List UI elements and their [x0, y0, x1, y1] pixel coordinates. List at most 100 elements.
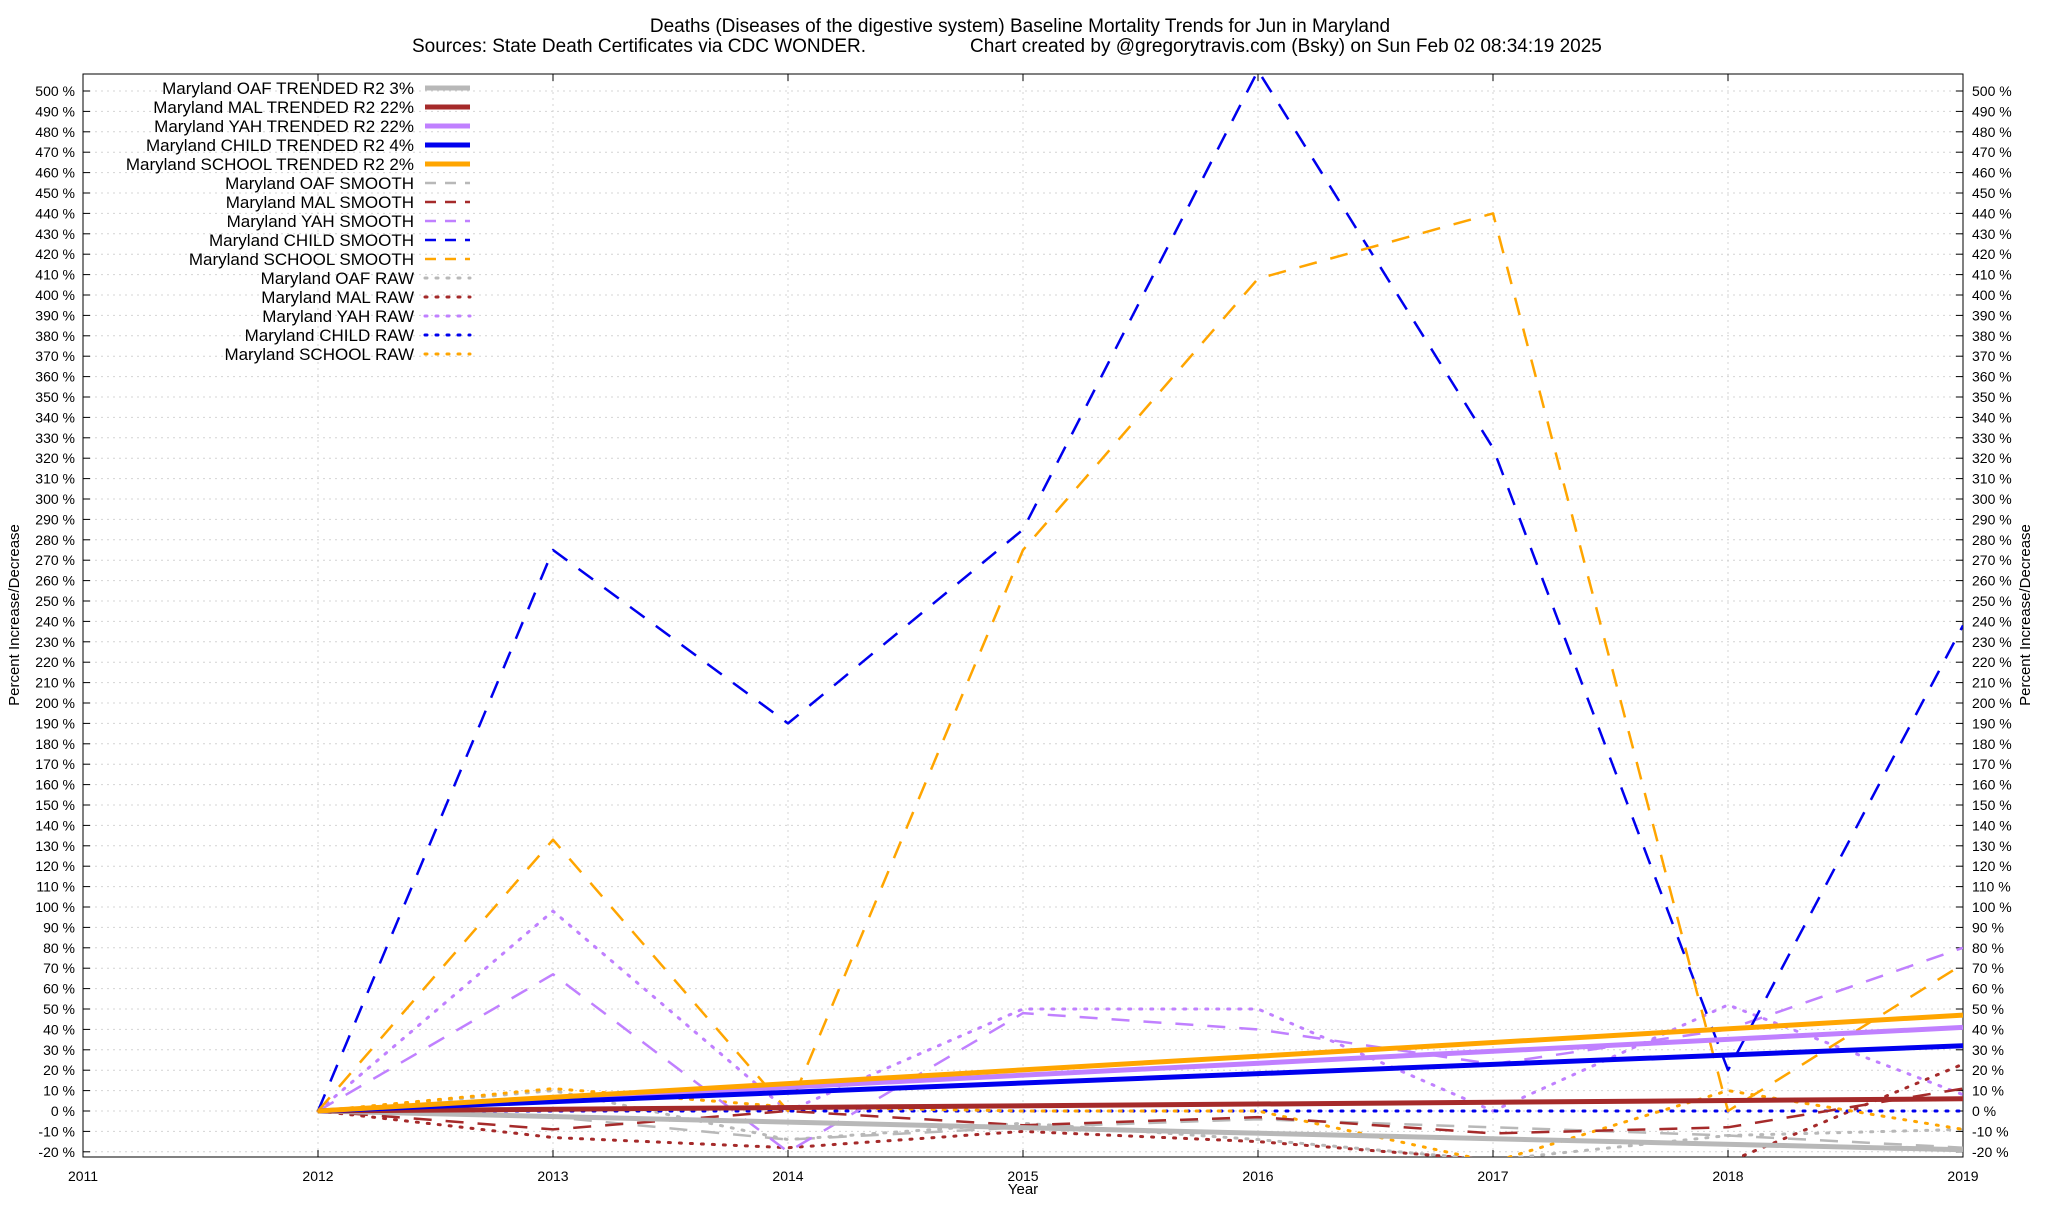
y-tick-label-right: 50 %	[1972, 1001, 2004, 1017]
y-tick-label-left: 450 %	[35, 185, 75, 201]
y-tick-label-left: 40 %	[43, 1021, 75, 1037]
y-tick-label-left: 280 %	[35, 532, 75, 548]
y-tick-label-left: 20 %	[43, 1062, 75, 1078]
legend-label: Maryland SCHOOL RAW	[224, 345, 414, 364]
y-tick-label-right: 30 %	[1972, 1042, 2004, 1058]
y-tick-label-left: -20 %	[38, 1144, 75, 1160]
y-tick-label-right: 210 %	[1972, 675, 2012, 691]
y-tick-label-left: 180 %	[35, 736, 75, 752]
y-tick-label-right: 300 %	[1972, 491, 2012, 507]
y-tick-label-right: 260 %	[1972, 573, 2012, 589]
y-tick-label-right: 60 %	[1972, 981, 2004, 997]
y-tick-label-right: 180 %	[1972, 736, 2012, 752]
maryland-mal-trended-r2-line	[317, 1096, 1963, 1114]
y-tick-label-left: 100 %	[35, 899, 75, 915]
y-tick-label-right: 500 %	[1972, 83, 2012, 99]
y-tick-label-left: 500 %	[35, 83, 75, 99]
y-tick-label-left: 420 %	[35, 246, 75, 262]
y-tick-label-right: 80 %	[1972, 940, 2004, 956]
y-tick-label-right: 140 %	[1972, 817, 2012, 833]
maryland-child-smooth-line	[316, 74, 1963, 1112]
legend-label: Maryland OAF SMOOTH	[225, 174, 414, 193]
y-tick-label-right: 350 %	[1972, 389, 2012, 405]
chart-title: Deaths (Diseases of the digestive system…	[650, 16, 1390, 37]
y-tick-label-left: 460 %	[35, 165, 75, 181]
chart-source: Sources: State Death Certificates via CD…	[412, 36, 866, 57]
y-tick-label-right: 70 %	[1972, 960, 2004, 976]
y-tick-label-left: 110 %	[36, 879, 75, 895]
x-tick-label: 2017	[1477, 1168, 1508, 1184]
legend-label: Maryland CHILD RAW	[245, 326, 414, 345]
y-tick-label-left: 400 %	[35, 287, 75, 303]
chart-credit: Chart created by @gregorytravis.com (Bsk…	[970, 36, 1602, 57]
y-tick-label-right: 110 %	[1972, 879, 2011, 895]
y-tick-label-right: 390 %	[1972, 307, 2012, 323]
y-tick-label-right: 490 %	[1972, 103, 2012, 119]
y-tick-label-right: 280 %	[1972, 532, 2012, 548]
y-tick-label-left: 340 %	[35, 409, 75, 425]
legend-label: Maryland MAL RAW	[261, 288, 414, 307]
y-tick-label-right: 380 %	[1972, 328, 2012, 344]
y-tick-label-left: 300 %	[35, 491, 75, 507]
y-tick-label-right: 200 %	[1972, 695, 2012, 711]
y-tick-label-right: 330 %	[1972, 430, 2012, 446]
y-tick-label-left: 160 %	[35, 777, 75, 793]
legend-label: Maryland MAL SMOOTH	[226, 193, 414, 212]
maryland-school-trended-r2-line	[317, 1012, 1963, 1114]
y-tick-label-right: 430 %	[1972, 226, 2012, 242]
y-tick-label-left: 330 %	[35, 430, 75, 446]
x-tick-label: 2018	[1712, 1168, 1743, 1184]
y-tick-label-right: 420 %	[1972, 246, 2012, 262]
axis-ticks: -20 % -20 % -10 % -10 % 0 % 0 % 10 % 10 % 20 % 20…	[35, 74, 2012, 1184]
y-tick-label-left: 210 %	[35, 675, 75, 691]
y-tick-label-left: 230 %	[35, 634, 75, 650]
y-tick-label-left: 150 %	[35, 797, 75, 813]
y-tick-label-right: 290 %	[1972, 511, 2012, 527]
y-tick-label-left: 360 %	[35, 369, 75, 385]
y-tick-label-right: 460 %	[1972, 165, 2012, 181]
y-tick-label-right: 360 %	[1972, 369, 2012, 385]
y-tick-label-left: 320 %	[35, 450, 75, 466]
y-tick-label-right: 100 %	[1972, 899, 2012, 915]
y-tick-label-left: 490 %	[35, 103, 75, 119]
maryland-school-smooth-line	[317, 212, 1963, 1113]
y-tick-label-left: 250 %	[35, 593, 75, 609]
legend-label: Maryland YAH TRENDED R2 22%	[154, 117, 414, 136]
maryland-child-trended-r2-line	[317, 1043, 1963, 1114]
x-axis-label: Year	[1008, 1181, 1038, 1198]
y-tick-label-left: 60 %	[43, 981, 75, 997]
y-tick-label-right: 10 %	[1972, 1083, 2004, 1099]
y-tick-label-left: 140 %	[35, 817, 75, 833]
y-tick-label-right: 0 %	[1972, 1103, 1996, 1119]
x-tick-label: 2019	[1947, 1168, 1978, 1184]
y-tick-label-right: 230 %	[1972, 634, 2012, 650]
x-tick-label: 2012	[302, 1168, 333, 1184]
y-tick-label-right: -20 %	[1972, 1144, 2009, 1160]
y-tick-label-right: 320 %	[1972, 450, 2012, 466]
y-tick-label-left: 440 %	[35, 205, 75, 221]
y-tick-label-left: 410 %	[35, 267, 75, 283]
y-tick-label-right: 410 %	[1972, 267, 2012, 283]
x-tick-label: 2015	[1007, 1168, 1038, 1184]
y-tick-label-left: 430 %	[35, 226, 75, 242]
y-tick-label-right: 480 %	[1972, 124, 2012, 140]
y-tick-label-left: 290 %	[35, 511, 75, 527]
y-tick-label-right: 170 %	[1972, 756, 2012, 772]
maryland-mal-raw-line	[316, 1062, 1963, 1157]
y-axis-label-right: Percent Increase/Decrease	[2017, 524, 2034, 706]
y-tick-label-left: 170 %	[35, 756, 75, 772]
y-tick-label-right: 20 %	[1972, 1062, 2004, 1078]
y-tick-label-right: 440 %	[1972, 205, 2012, 221]
y-tick-label-left: -10 %	[38, 1123, 75, 1139]
grid	[82, 74, 1964, 1157]
y-tick-label-right: 190 %	[1972, 715, 2012, 731]
x-tick-label: 2013	[537, 1168, 568, 1184]
y-tick-label-left: 50 %	[43, 1001, 75, 1017]
series-lines	[316, 74, 1963, 1157]
maryland-oaf-trended-r2-line	[317, 1108, 1963, 1153]
y-tick-label-left: 130 %	[35, 838, 75, 854]
y-tick-label-left: 270 %	[35, 552, 75, 568]
legend: Maryland OAF TRENDED R2 3%Maryland MAL T…	[126, 79, 472, 364]
